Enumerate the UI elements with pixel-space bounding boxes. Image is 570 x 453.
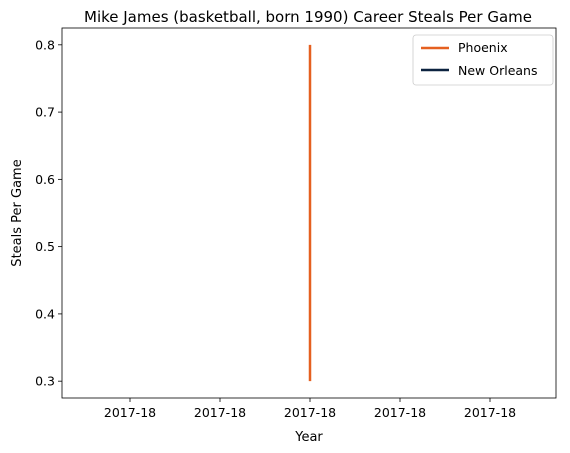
- y-tick-label: 0.3: [35, 374, 55, 389]
- y-tick-label: 0.6: [35, 172, 55, 187]
- x-tick-label: 2017-18: [374, 405, 426, 420]
- y-tick-label: 0.5: [35, 239, 55, 254]
- x-tick-label: 2017-18: [194, 405, 246, 420]
- y-axis-label: Steals Per Game: [10, 159, 25, 266]
- chart-title: Mike James (basketball, born 1990) Caree…: [84, 8, 532, 26]
- x-tick-label: 2017-18: [284, 405, 336, 420]
- y-tick-label: 0.8: [35, 37, 55, 52]
- x-axis-label: Year: [294, 430, 323, 445]
- y-tick-label: 0.7: [35, 105, 55, 120]
- legend-label-new-orleans: New Orleans: [458, 63, 537, 78]
- y-axis-ticks: 0.3 0.4 0.5 0.6 0.7 0.8: [35, 37, 62, 389]
- x-tick-label: 2017-18: [464, 405, 516, 420]
- legend: Phoenix New Orleans: [412, 34, 554, 86]
- x-axis-ticks: 2017-18 2017-18 2017-18 2017-18 2017-18: [104, 398, 516, 420]
- legend-label-phoenix: Phoenix: [458, 40, 508, 55]
- y-tick-label: 0.4: [35, 306, 55, 321]
- x-tick-label: 2017-18: [104, 405, 156, 420]
- plot-area: [61, 27, 557, 399]
